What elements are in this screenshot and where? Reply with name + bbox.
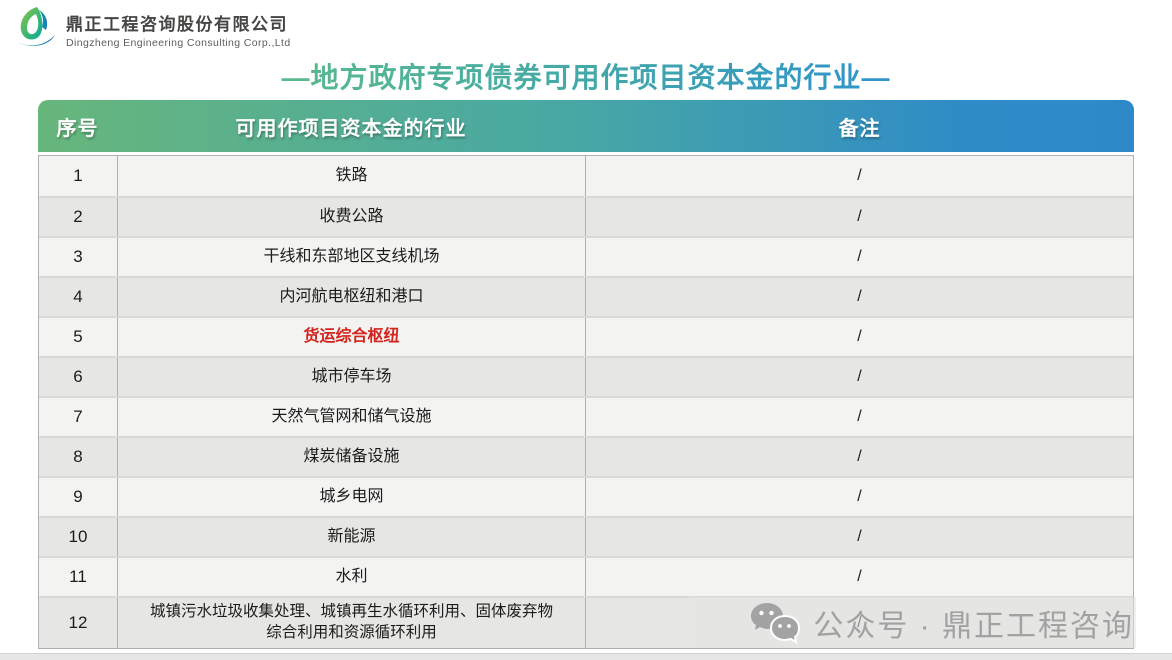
table-row: 9 城乡电网 / — [39, 476, 1133, 516]
table-row: 8 煤炭储备设施 / — [39, 436, 1133, 476]
header-cell-remark: 备注 — [838, 117, 881, 140]
table-row: 5 货运综合枢纽 / — [39, 316, 1133, 356]
company-name-block: 鼎正工程咨询股份有限公司 Dingzheng Engineering Consu… — [66, 10, 291, 49]
row-number-cell: 5 — [39, 318, 118, 356]
industry-cell: 铁路 — [118, 156, 586, 196]
wechat-icon — [751, 602, 801, 644]
remark-cell: / — [857, 208, 862, 226]
page-title: —地方政府专项债券可用作项目资本金的行业— — [0, 56, 1172, 96]
remark-cell: / — [857, 328, 862, 346]
table-row: 3 干线和东部地区支线机场 / — [39, 236, 1133, 276]
table-row: 7 天然气管网和储气设施 / — [39, 396, 1133, 436]
remark-cell: / — [857, 408, 862, 426]
bottom-watermark-strip — [0, 653, 1172, 660]
row-number-cell: 6 — [39, 358, 118, 396]
company-name-zh: 鼎正工程咨询股份有限公司 — [66, 14, 288, 34]
remark-cell: / — [857, 248, 862, 266]
industry-cell: 煤炭储备设施 — [118, 438, 586, 476]
remark-cell: / — [857, 568, 862, 586]
remark-cell: / — [857, 528, 862, 546]
industry-cell: 城乡电网 — [118, 478, 586, 516]
header-cell-industry: 可用作项目资本金的行业 — [235, 117, 467, 140]
table-header-row: 序号 可用作项目资本金的行业 备注 — [38, 100, 1134, 152]
header-cell-no: 序号 — [56, 117, 99, 140]
industry-cell: 内河航电枢纽和港口 — [118, 278, 586, 316]
watermark: 公众号 · 鼎正工程咨询 — [690, 597, 1136, 648]
remark-cell: / — [857, 448, 862, 466]
table-row: 1 铁路 / — [39, 156, 1133, 196]
row-number-cell: 3 — [39, 238, 118, 276]
table-row: 6 城市停车场 / — [39, 356, 1133, 396]
row-number-cell: 1 — [39, 156, 118, 196]
row-number-cell: 2 — [39, 198, 118, 236]
company-name-en: Dingzheng Engineering Consulting Corp.,L… — [66, 36, 291, 49]
industry-cell: 收费公路 — [118, 198, 586, 236]
row-number-cell: 12 — [39, 598, 118, 648]
industry-table: 序号 可用作项目资本金的行业 备注 1 铁路 / 2 收费公路 / 3 干线和东… — [38, 100, 1134, 649]
row-number-cell: 8 — [39, 438, 118, 476]
company-logo: 鼎正工程咨询股份有限公司 Dingzheng Engineering Consu… — [10, 6, 291, 52]
table-body: 1 铁路 / 2 收费公路 / 3 干线和东部地区支线机场 / 4 内河航电枢纽… — [38, 155, 1134, 649]
row-number-cell: 4 — [39, 278, 118, 316]
row-number-cell: 9 — [39, 478, 118, 516]
company-logo-icon — [12, 7, 55, 46]
watermark-text: 公众号 · 鼎正工程咨询 — [813, 609, 1134, 643]
table-row: 11 水利 / — [39, 556, 1133, 596]
remark-cell: / — [857, 167, 862, 185]
row-number-cell: 11 — [39, 558, 118, 596]
remark-cell: / — [857, 288, 862, 306]
industry-cell: 货运综合枢纽 — [118, 318, 586, 356]
industry-cell: 干线和东部地区支线机场 — [118, 238, 586, 276]
industry-cell: 城镇污水垃圾收集处理、城镇再生水循环利用、固体废弃物综合利用和资源循环利用 — [118, 598, 586, 648]
industry-cell: 新能源 — [118, 518, 586, 556]
table-row: 10 新能源 / — [39, 516, 1133, 556]
industry-cell: 天然气管网和储气设施 — [118, 398, 586, 436]
remark-cell: / — [857, 368, 862, 386]
remark-cell: / — [857, 488, 862, 506]
table-row: 2 收费公路 / — [39, 196, 1133, 236]
row-number-cell: 7 — [39, 398, 118, 436]
table-row: 4 内河航电枢纽和港口 / — [39, 276, 1133, 316]
industry-cell: 城市停车场 — [118, 358, 586, 396]
row-number-cell: 10 — [39, 518, 118, 556]
industry-cell: 水利 — [118, 558, 586, 596]
